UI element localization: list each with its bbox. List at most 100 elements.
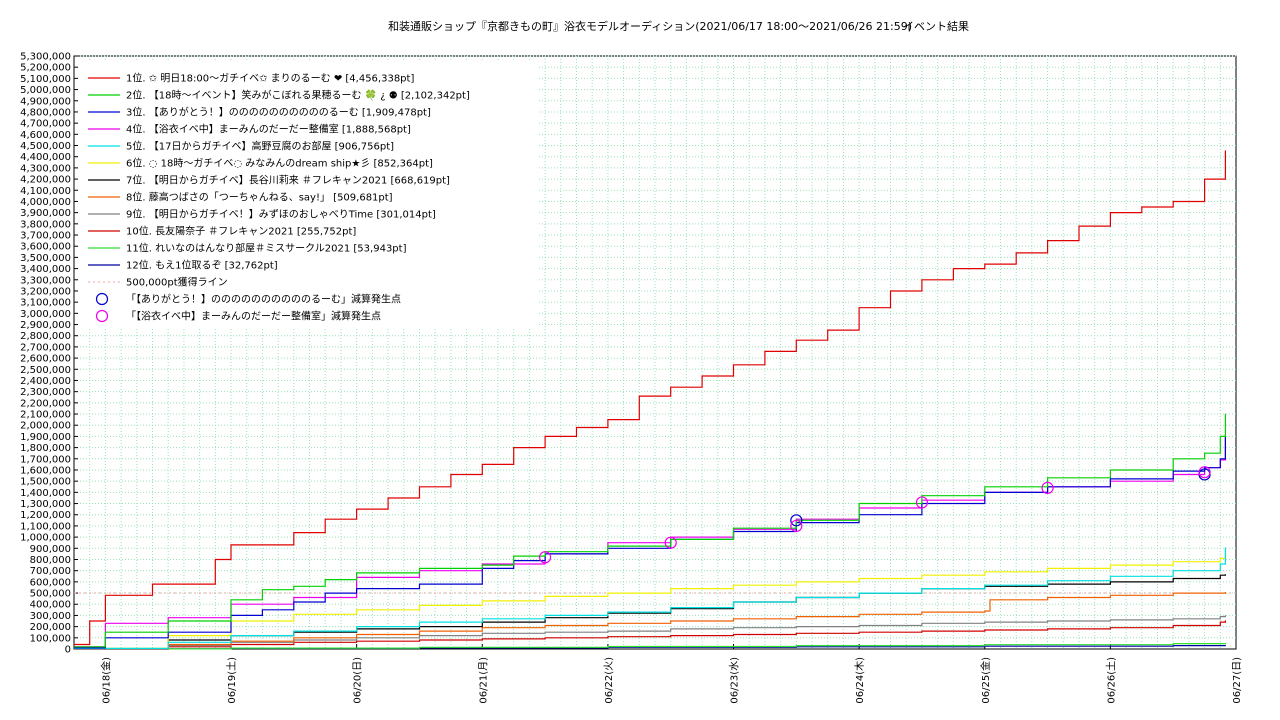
y-tick-label: 4,800,000 [20, 107, 71, 118]
y-tick-label: 400,000 [30, 600, 71, 611]
x-tick-label: 06/26(土) [1104, 657, 1117, 704]
y-tick-label: 1,700,000 [20, 454, 71, 465]
y-tick-label: 1,800,000 [20, 443, 71, 454]
x-tick-label: 06/23(水) [729, 657, 741, 704]
y-tick-label: 4,000,000 [20, 197, 71, 208]
y-tick-label: 1,600,000 [20, 465, 71, 476]
y-tick-label: 900,000 [30, 544, 71, 555]
y-tick-label: 3,900,000 [20, 208, 71, 219]
y-tick-label: 2,700,000 [20, 342, 71, 353]
y-tick-label: 800,000 [30, 555, 71, 566]
y-tick-label: 3,800,000 [20, 219, 71, 230]
y-tick-label: 3,300,000 [20, 275, 71, 286]
y-tick-label: 0 [65, 645, 71, 656]
legend-box [78, 62, 538, 328]
y-tick-label: 600,000 [30, 577, 71, 588]
y-tick-label: 3,600,000 [20, 242, 71, 253]
series-line [74, 413, 1226, 648]
legend-entry: 6位. ◌ 18時～ガチイベ◌ みなみんのdream ship★彡 [852,3… [126, 157, 433, 170]
y-tick-label: 100,000 [30, 633, 71, 644]
y-tick-label: 4,200,000 [20, 175, 71, 186]
series-line [74, 150, 1226, 646]
y-tick-label: 4,100,000 [20, 186, 71, 197]
legend-entry: 7位. 【明日からガチイベ】長谷川莉来 ＃フレキャン2021 [668,619p… [126, 174, 450, 187]
y-tick-label: 4,400,000 [20, 152, 71, 163]
legend-entry: 「【浴衣イベ中】まーみんのだーだー整備室」減算発生点 [126, 310, 381, 323]
y-tick-label: 5,000,000 [20, 85, 71, 96]
y-tick-label: 2,300,000 [20, 387, 71, 398]
y-tick-label: 1,000,000 [20, 533, 71, 544]
y-tick-label: 3,000,000 [20, 309, 71, 320]
x-axis: 06/18(金) 06/19(土) 06/20(日) 06/21(月) 06/22(火)… [99, 644, 1243, 704]
legend-entry: 2位. 【18時～イベント】笑みがこぼれる果穂るーむ 🍀 ¿ ⚉ [2,102,… [126, 89, 470, 102]
legend-entry: 11位. れいなのはんなり部屋＃ミスサークル2021 [53,943pt] [126, 242, 407, 255]
legend-entry: 10位. 長友陽奈子 ＃フレキャン2021 [255,752pt] [126, 225, 356, 238]
x-tick-label: 06/25(金) [979, 657, 992, 704]
y-tick-label: 3,700,000 [20, 231, 71, 242]
y-tick-label: 4,600,000 [20, 130, 71, 141]
marker-point [790, 519, 803, 533]
legend-entry: 3位. 【ありがとう！】ののののののののののるーむ [1,909,478pt] [126, 106, 431, 119]
y-tick-label: 1,400,000 [20, 488, 71, 499]
y-tick-label: 500,000 [30, 589, 71, 600]
y-tick-label: 2,800,000 [20, 331, 71, 342]
legend-entry: 4位. 【浴衣イベ中】まーみんのだーだー整備室 [1,888,568pt] [126, 123, 411, 136]
legend-entry: 1位. ✩ 明日18:00～ガチイベ✩ まりのるーむ ❤ [4,456,338p… [126, 72, 414, 85]
y-tick-label: 1,300,000 [20, 499, 71, 510]
x-tick-label: 06/27(日) [1232, 657, 1243, 704]
x-tick-label: 06/19(土) [225, 657, 238, 704]
y-tick-label: 3,500,000 [20, 253, 71, 264]
y-axis: 0100,000200,000300,000400,000500,000600,… [20, 52, 78, 656]
marker-point [1041, 481, 1054, 494]
y-tick-label: 2,100,000 [20, 410, 71, 421]
y-tick-label: 300,000 [30, 611, 71, 622]
y-tick-label: 3,400,000 [20, 264, 71, 275]
legend-entry: 「【ありがとう！】ののののののののののるーむ」減算発生点 [126, 293, 401, 306]
legend-entry: 5位. 【17日からガチイベ】高野豆腐のお部屋 [906,756pt] [126, 140, 394, 153]
marker-point [538, 551, 552, 564]
y-tick-label: 700,000 [30, 566, 71, 577]
legend-entry: 12位. もえ1位取るぞ [32,762pt] [126, 259, 278, 272]
x-tick-label: 06/24(木) [854, 657, 866, 704]
y-tick-label: 5,300,000 [20, 52, 71, 63]
series-line [74, 553, 1226, 649]
marker-point [664, 536, 677, 549]
series-line [74, 592, 1226, 650]
y-tick-label: 2,200,000 [20, 398, 71, 409]
y-tick-label: 5,100,000 [20, 74, 71, 85]
plot-area [74, 150, 1236, 650]
y-tick-label: 4,900,000 [20, 96, 71, 107]
x-tick-label: 06/21(月) [477, 657, 489, 704]
chart-title: 和装通販ショップ『京都きもの町』浴衣モデルオーディション(2021/06/17 … [388, 19, 912, 33]
legend: 1位. ✩ 明日18:00～ガチイベ✩ まりのるーむ ❤ [4,456,338p… [78, 62, 538, 328]
x-tick-label: 06/18(金) [99, 657, 112, 704]
grid [73, 55, 1237, 650]
x-tick-label: 06/22(火) [603, 657, 615, 704]
marker-point [790, 514, 803, 527]
x-tick-label: 06/20(日) [353, 657, 364, 704]
y-tick-label: 2,000,000 [20, 421, 71, 432]
y-tick-label: 2,900,000 [20, 320, 71, 331]
y-tick-label: 1,200,000 [20, 510, 71, 521]
legend-marker [95, 309, 109, 323]
series-line [74, 615, 1226, 650]
legend-entry: 9位. 【明日からガチイベ！】みずほのおしゃべりTime [301,014pt] [126, 208, 436, 221]
y-tick-label: 1,100,000 [20, 521, 71, 532]
y-tick-label: 4,700,000 [20, 119, 71, 130]
legend-entry: 500,000pt獲得ライン [126, 276, 228, 289]
series-line [74, 547, 1226, 649]
legend-marker [95, 292, 109, 306]
y-tick-label: 3,200,000 [20, 286, 71, 297]
series-line [74, 574, 1226, 650]
y-tick-label: 2,400,000 [20, 376, 71, 387]
y-tick-label: 1,900,000 [20, 432, 71, 443]
y-tick-label: 200,000 [30, 622, 71, 633]
y-tick-label: 1,500,000 [20, 477, 71, 488]
series-line [74, 643, 1226, 650]
y-tick-label: 3,100,000 [20, 298, 71, 309]
series-line [74, 620, 1226, 650]
y-tick-label: 4,500,000 [20, 141, 71, 152]
marker-point [1198, 466, 1211, 479]
y-tick-label: 4,300,000 [20, 163, 71, 174]
